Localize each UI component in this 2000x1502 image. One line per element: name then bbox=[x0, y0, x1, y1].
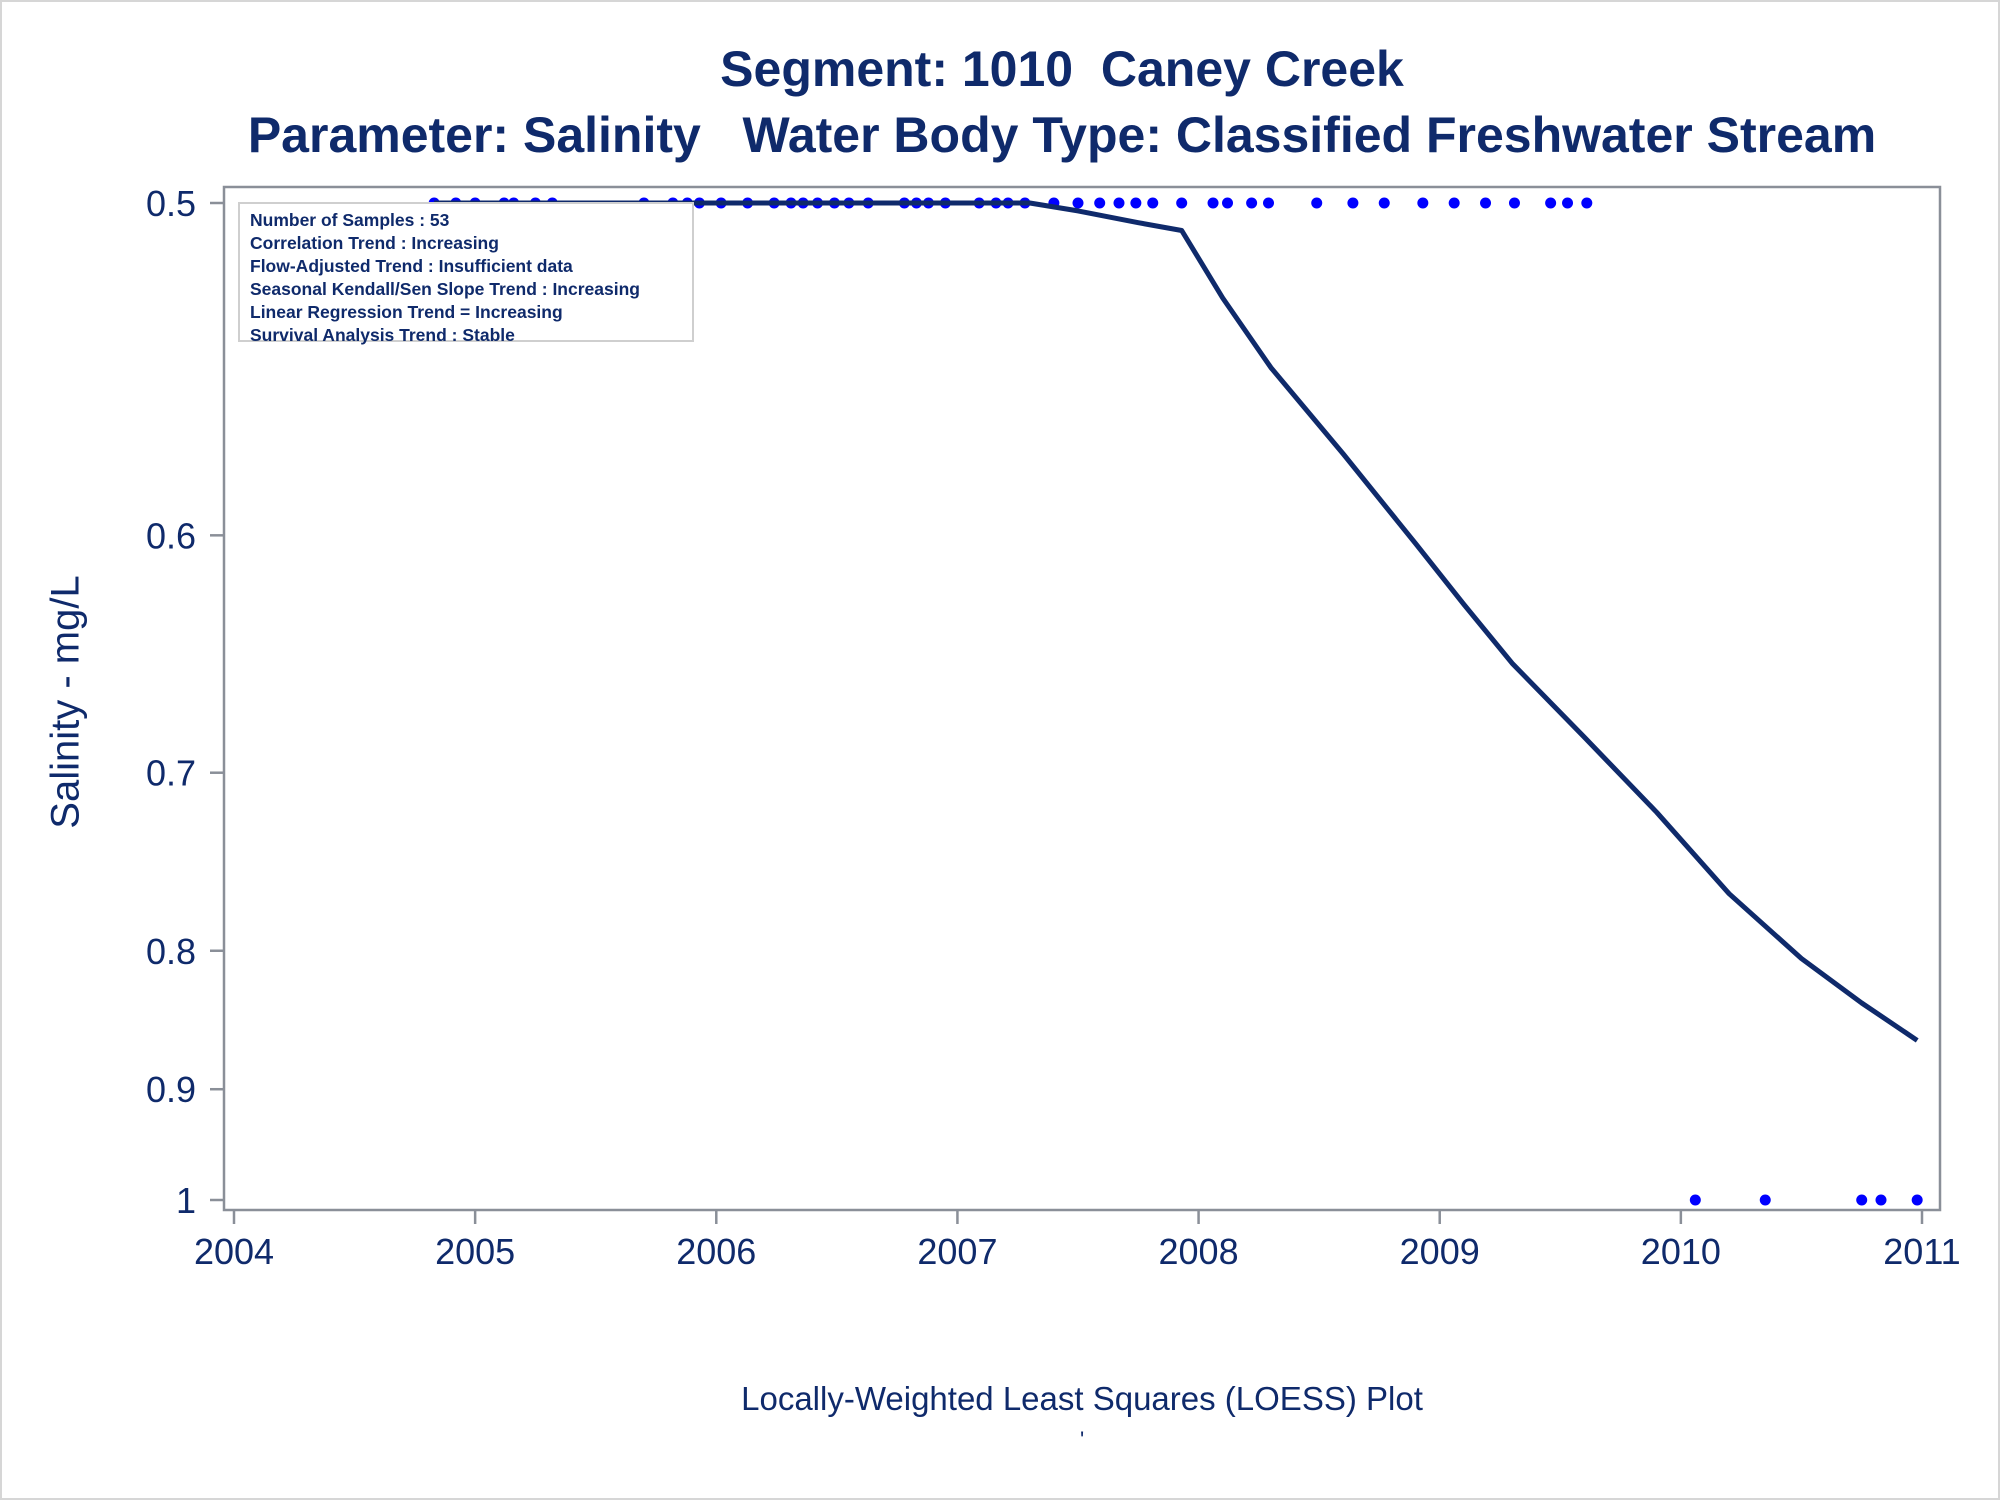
data-point bbox=[1113, 197, 1125, 209]
chart-subtitle: Parameter: Salinity Water Body Type: Cla… bbox=[247, 107, 1877, 163]
data-point bbox=[1207, 197, 1219, 209]
data-point bbox=[1689, 1194, 1701, 1206]
x-tick-label: 2004 bbox=[194, 1231, 274, 1272]
data-point bbox=[1176, 197, 1188, 209]
footnote-mark: ' bbox=[1080, 1427, 1085, 1452]
stat-sample-count: Number of Samples : 53 bbox=[250, 210, 450, 230]
data-point bbox=[1759, 1194, 1771, 1206]
data-point bbox=[1508, 197, 1520, 209]
data-point bbox=[1581, 197, 1593, 209]
y-tick-label: 0.6 bbox=[146, 515, 196, 556]
x-tick-label: 2007 bbox=[917, 1231, 997, 1272]
chart-title: Segment: 1010 Caney Creek bbox=[720, 41, 1404, 97]
trend-stats-box: Number of Samples : 53 Correlation Trend… bbox=[238, 202, 694, 345]
y-tick-label: 0.7 bbox=[146, 753, 196, 794]
data-point bbox=[1378, 197, 1390, 209]
y-tick-label: 0.5 bbox=[146, 183, 196, 224]
x-tick-label: 2005 bbox=[435, 1231, 515, 1272]
y-tick-label: 0.8 bbox=[146, 931, 196, 972]
data-point bbox=[1246, 197, 1258, 209]
data-point bbox=[1263, 197, 1275, 209]
plot-footnote: Locally-Weighted Least Squares (LOESS) P… bbox=[741, 1380, 1423, 1417]
x-tick-label: 2010 bbox=[1641, 1231, 1721, 1272]
stat-linear-regression-trend: Linear Regression Trend = Increasing bbox=[250, 302, 563, 322]
plot-border bbox=[222, 185, 1942, 1212]
stat-seasonal-kendall-trend: Seasonal Kendall/Sen Slope Trend : Incre… bbox=[250, 279, 640, 299]
data-point bbox=[1147, 197, 1159, 209]
x-tick-label: 2006 bbox=[676, 1231, 756, 1272]
data-point bbox=[1347, 197, 1359, 209]
stat-flow-adjusted-trend: Flow-Adjusted Trend : Insufficient data bbox=[250, 256, 573, 276]
data-point bbox=[1311, 197, 1323, 209]
data-point bbox=[1448, 197, 1460, 209]
data-point bbox=[1545, 197, 1557, 209]
data-point bbox=[1856, 1194, 1868, 1206]
data-point bbox=[1417, 197, 1429, 209]
y-tick-label: 0.9 bbox=[146, 1069, 196, 1110]
y-tick-label: 1 bbox=[176, 1180, 196, 1221]
data-point bbox=[1480, 197, 1492, 209]
stat-survival-analysis-trend: Survival Analysis Trend : Stable bbox=[250, 325, 515, 345]
x-tick-label: 2009 bbox=[1400, 1231, 1480, 1272]
data-point bbox=[1072, 197, 1084, 209]
data-point bbox=[1875, 1194, 1887, 1206]
data-point bbox=[1222, 197, 1234, 209]
data-point bbox=[1094, 197, 1106, 209]
data-point bbox=[1911, 1194, 1923, 1206]
stat-correlation-trend: Correlation Trend : Increasing bbox=[250, 233, 499, 253]
x-tick-label: 2008 bbox=[1159, 1231, 1239, 1272]
data-point bbox=[1130, 197, 1142, 209]
x-tick-label: 2011 bbox=[1883, 1231, 1960, 1272]
loess-curve bbox=[434, 200, 1919, 1043]
data-point bbox=[1562, 197, 1574, 209]
